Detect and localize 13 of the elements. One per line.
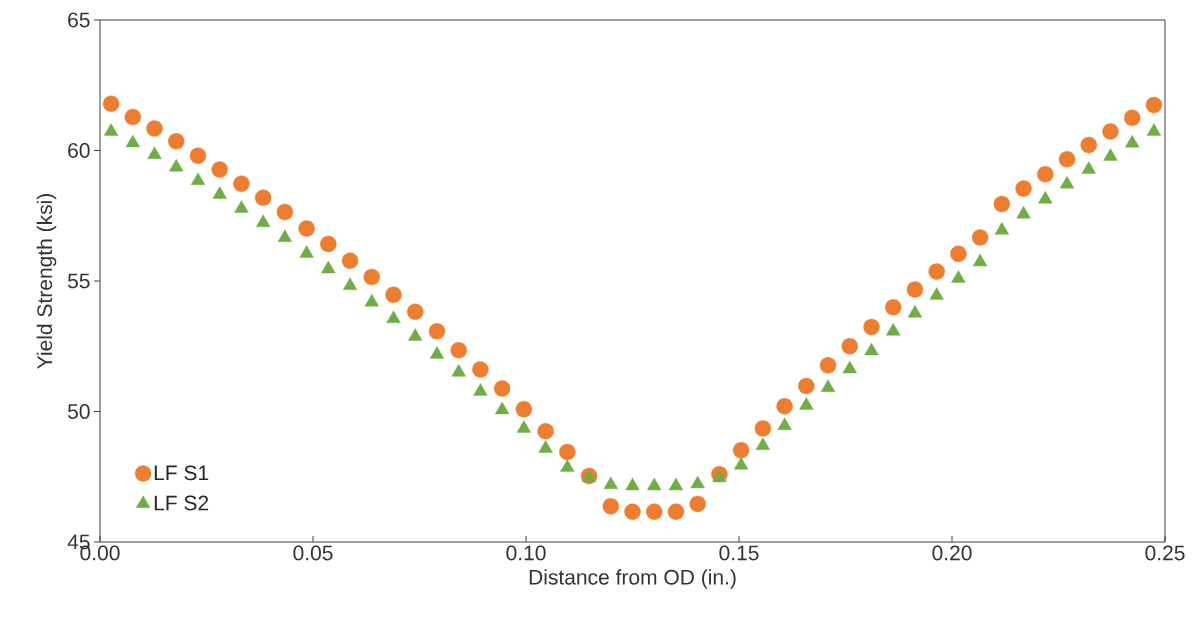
x-tick-label: 0.05 xyxy=(293,545,333,561)
legend-label: LF S2 xyxy=(154,495,209,511)
y-tick-label: 55 xyxy=(67,273,90,289)
y-axis-title: Yield Strength (ksi) xyxy=(36,194,57,369)
y-tick-label: 65 xyxy=(68,12,90,28)
x-tick-label: 0.25 xyxy=(1145,545,1185,561)
x-tick-label: 0.10 xyxy=(506,545,546,561)
x-tick-label: 0.15 xyxy=(719,545,759,561)
y-tick-label: 60 xyxy=(68,143,90,158)
y-tick-label: 50 xyxy=(67,404,90,419)
x-tick-label: 0.20 xyxy=(932,545,972,561)
x-axis-title: Distance from OD (in.) xyxy=(529,569,736,589)
legend-label: LF S1 xyxy=(154,465,209,481)
